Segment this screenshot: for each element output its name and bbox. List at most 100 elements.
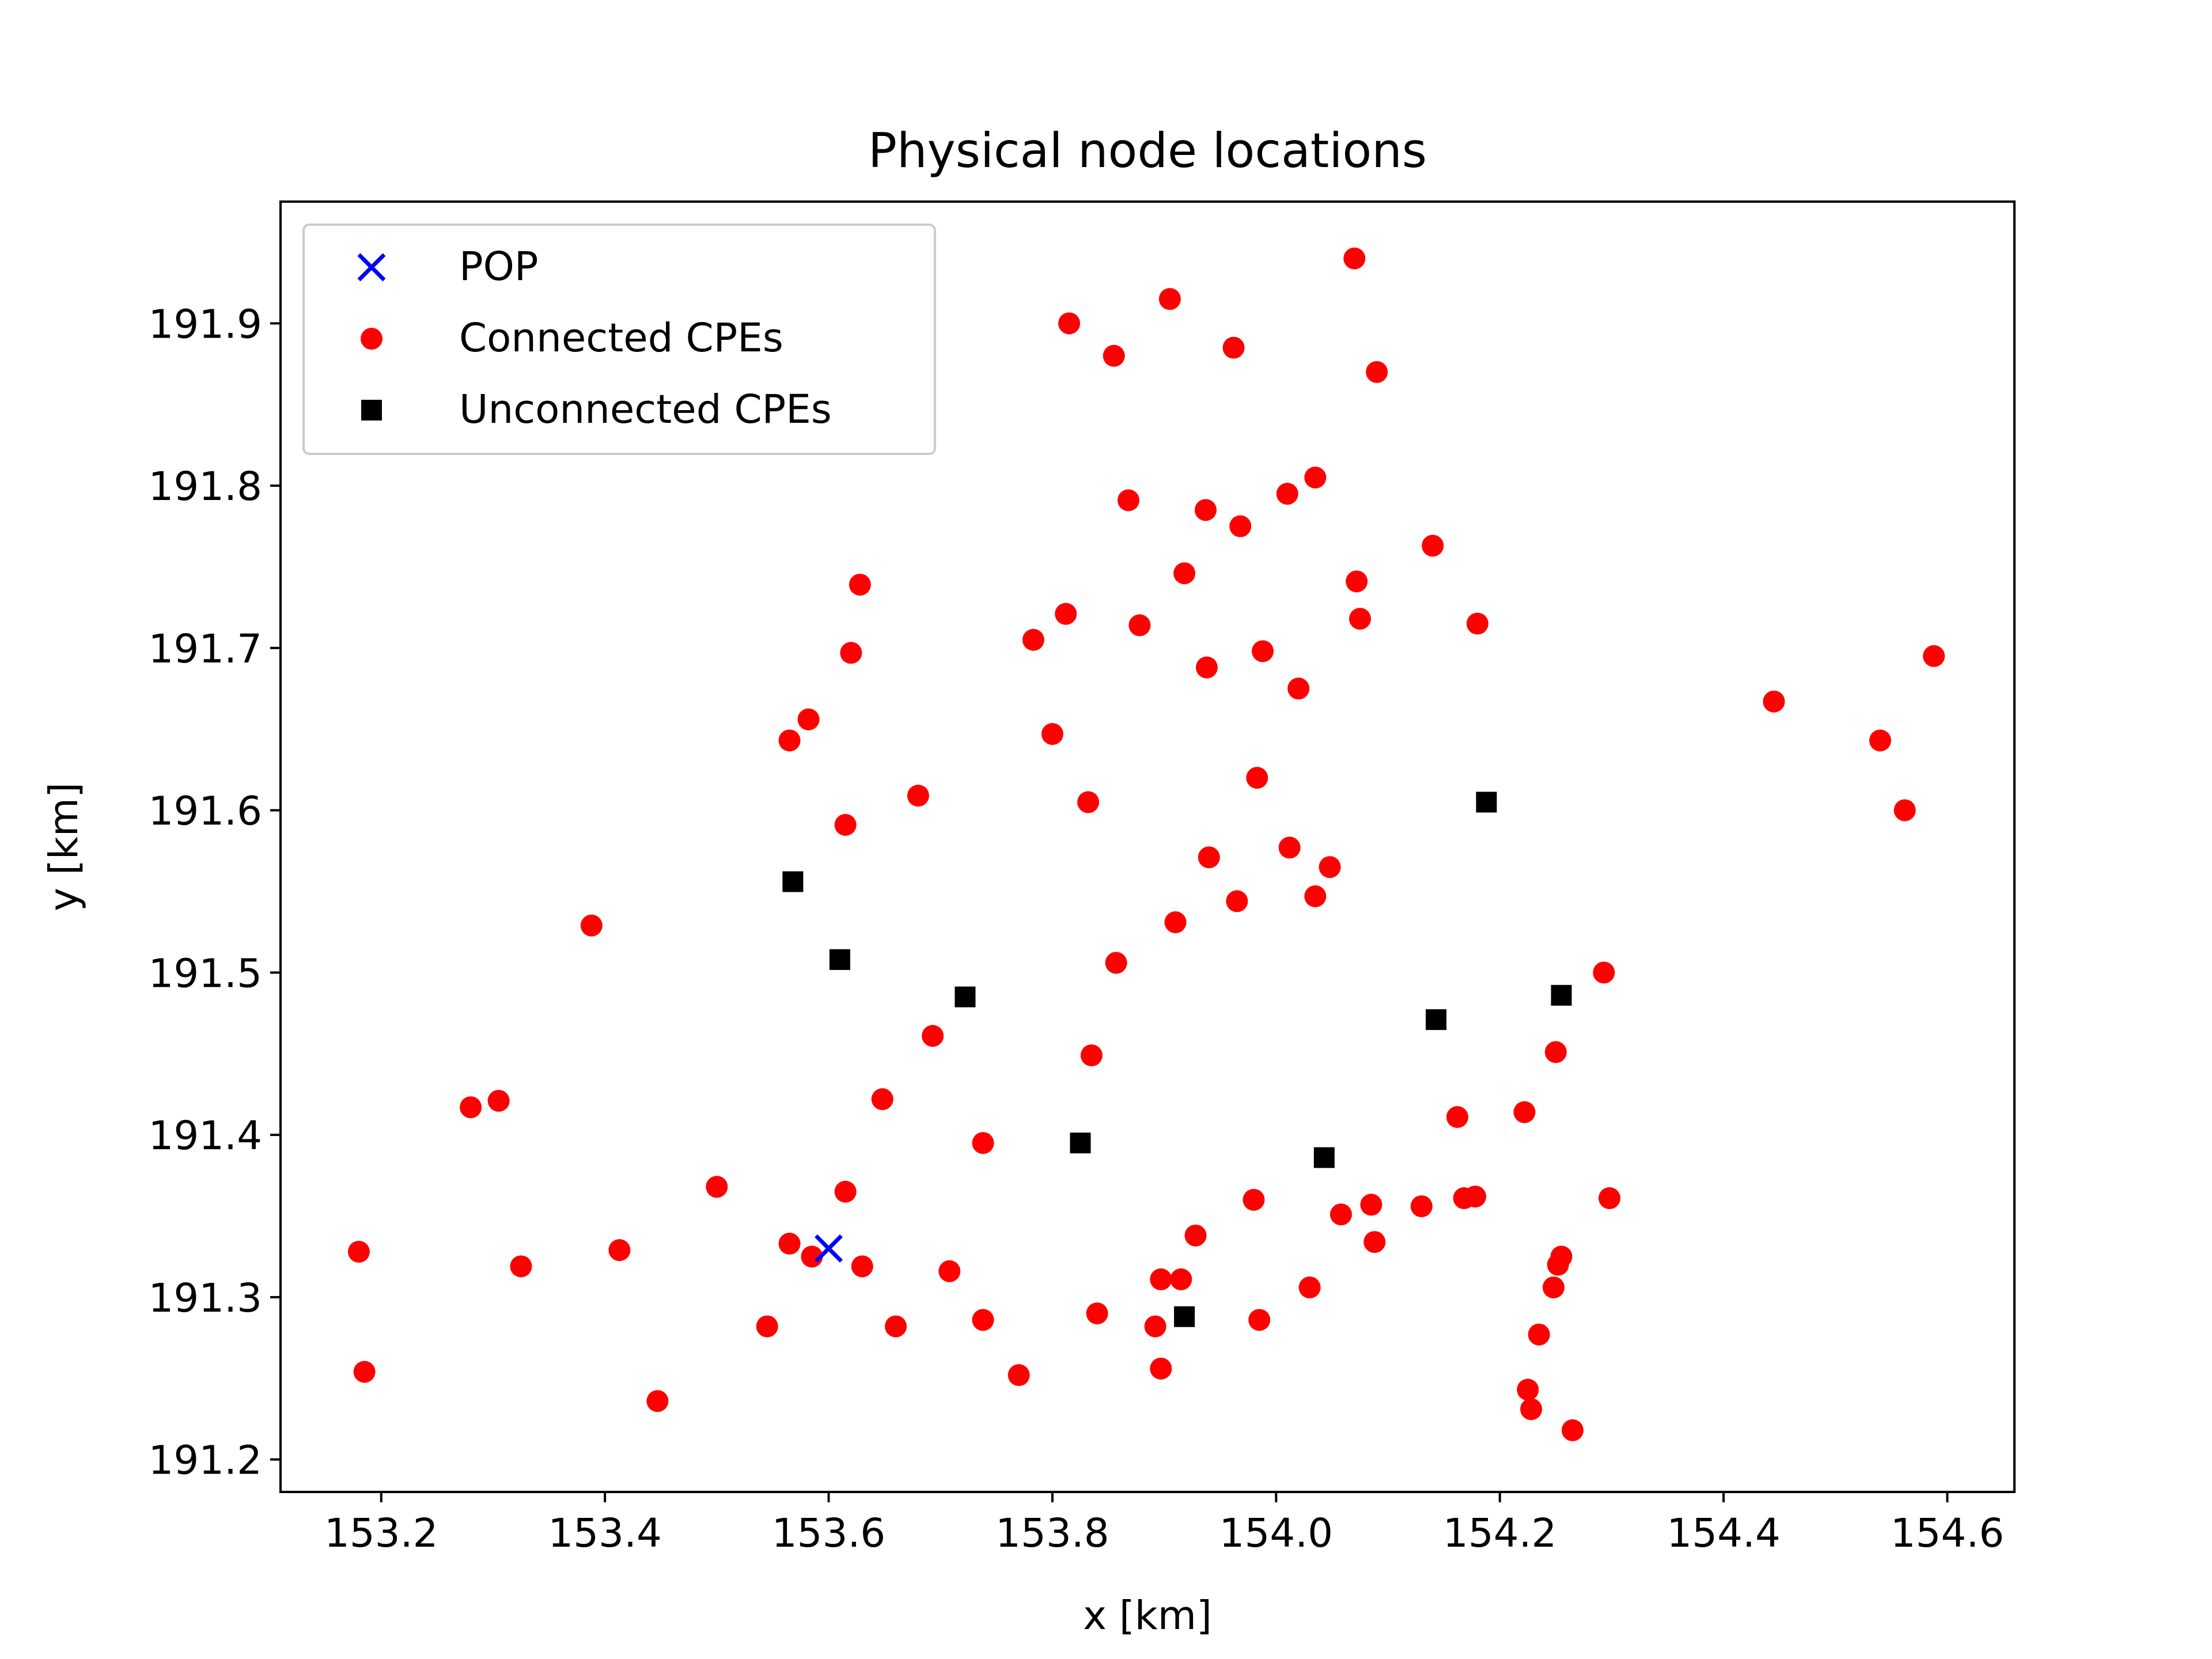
point-1-86 xyxy=(1599,1187,1621,1210)
y-tick-label-5: 191.7 xyxy=(148,626,262,672)
point-1-47 xyxy=(1195,656,1218,679)
point-1-3 xyxy=(487,1089,510,1112)
series-2 xyxy=(782,791,1572,1327)
x-tick-label-5: 154.2 xyxy=(1443,1510,1557,1556)
legend-entry-unconnected: Unconnected CPEs xyxy=(361,387,832,433)
point-1-26 xyxy=(1007,1364,1030,1387)
legend-label-pop: POP xyxy=(459,244,539,290)
legend-marker-shape-0 xyxy=(357,253,386,282)
point-1-4 xyxy=(510,1255,532,1278)
point-2-3 xyxy=(1070,1132,1091,1154)
point-1-27 xyxy=(1022,628,1044,651)
x-tick-label-1: 153.4 xyxy=(548,1510,662,1556)
series-0 xyxy=(815,1234,843,1263)
y-tick-label-7: 191.9 xyxy=(148,301,262,347)
point-1-67 xyxy=(1360,1194,1382,1216)
point-1-31 xyxy=(1077,791,1100,813)
point-1-28 xyxy=(1041,723,1063,745)
point-1-19 xyxy=(871,1088,893,1111)
point-1-1 xyxy=(353,1361,376,1383)
point-1-55 xyxy=(1252,640,1274,662)
point-1-52 xyxy=(1243,1188,1265,1211)
point-1-71 xyxy=(1422,535,1444,557)
point-1-70 xyxy=(1410,1195,1433,1218)
point-1-15 xyxy=(834,1180,857,1203)
point-1-58 xyxy=(1287,677,1310,700)
legend: POP Connected CPEs Unconnected CPEs xyxy=(302,224,936,455)
point-1-78 xyxy=(1520,1398,1543,1421)
series-1 xyxy=(347,247,1945,1441)
point-1-45 xyxy=(1184,1224,1207,1247)
point-1-6 xyxy=(608,1239,631,1262)
legend-marker-shape-0-stroke-b xyxy=(357,253,386,282)
point-1-60 xyxy=(1304,466,1327,488)
point-1-89 xyxy=(1893,799,1916,821)
point-1-75 xyxy=(1466,612,1488,635)
point-1-62 xyxy=(1319,856,1341,878)
point-1-76 xyxy=(1513,1101,1536,1123)
point-1-84 xyxy=(1561,1419,1584,1441)
point-2-2 xyxy=(955,986,976,1007)
point-1-79 xyxy=(1528,1323,1550,1346)
point-1-25 xyxy=(972,1309,994,1331)
x-axis: 153.2 153.4 153.6 153.8 154.0 154.2 154.4 154.6 xyxy=(324,1492,2004,1556)
point-1-16 xyxy=(840,642,862,664)
point-1-49 xyxy=(1222,336,1245,359)
point-1-38 xyxy=(1144,1315,1166,1338)
point-1-10 xyxy=(778,729,801,752)
point-2-4 xyxy=(1174,1306,1195,1327)
point-1-46 xyxy=(1194,499,1217,521)
point-1-48 xyxy=(1198,846,1220,869)
legend-marker-connected xyxy=(361,328,382,350)
y-tick-label-2: 191.4 xyxy=(148,1113,262,1159)
legend-label-unconnected: Unconnected CPEs xyxy=(459,387,832,433)
point-1-11 xyxy=(778,1232,801,1255)
point-1-34 xyxy=(1103,344,1125,367)
legend-box xyxy=(302,224,936,455)
point-1-35 xyxy=(1105,952,1127,974)
point-2-7 xyxy=(1476,791,1497,813)
point-1-44 xyxy=(1173,562,1196,585)
point-1-8 xyxy=(706,1176,728,1198)
x-tick-label-3: 153.8 xyxy=(995,1510,1109,1556)
point-1-23 xyxy=(938,1260,961,1282)
point-2-1 xyxy=(829,949,850,970)
plot-frame xyxy=(279,200,2016,1493)
point-1-56 xyxy=(1276,483,1298,505)
point-1-87 xyxy=(1763,690,1785,713)
point-0-0 xyxy=(815,1234,843,1263)
y-axis: 191.2 191.3 191.4 191.5 191.6 191.7 191.8 191.9 xyxy=(148,301,281,1484)
point-1-20 xyxy=(885,1315,907,1338)
point-1-2 xyxy=(460,1096,482,1119)
point-1-9 xyxy=(756,1315,778,1338)
point-1-36 xyxy=(1117,489,1139,512)
point-1-74 xyxy=(1464,1185,1486,1208)
x-tick-label-7: 154.6 xyxy=(1891,1510,2005,1556)
point-1-12 xyxy=(797,708,820,730)
legend-marker-shape-2 xyxy=(361,400,382,421)
point-1-72 xyxy=(1446,1106,1468,1128)
point-2-5 xyxy=(1313,1147,1335,1168)
point-1-42 xyxy=(1164,911,1187,934)
point-1-37 xyxy=(1128,614,1151,637)
x-axis-label: x [km] xyxy=(1083,1593,1212,1639)
y-tick-label-3: 191.5 xyxy=(148,950,262,997)
point-1-68 xyxy=(1363,1231,1386,1253)
point-1-69 xyxy=(1366,361,1388,383)
y-tick-label-6: 191.8 xyxy=(148,464,262,510)
point-1-14 xyxy=(834,813,857,836)
point-1-41 xyxy=(1158,288,1181,310)
legend-marker-shape-1 xyxy=(361,328,382,350)
point-1-18 xyxy=(851,1255,873,1278)
y-tick-label-1: 191.3 xyxy=(148,1275,262,1321)
legend-entry-connected: Connected CPEs xyxy=(361,315,783,361)
point-1-88 xyxy=(1869,729,1891,752)
point-1-53 xyxy=(1246,767,1268,789)
point-1-30 xyxy=(1058,312,1081,335)
point-1-51 xyxy=(1229,515,1252,537)
point-1-61 xyxy=(1304,885,1327,907)
point-1-63 xyxy=(1330,1203,1352,1226)
point-2-8 xyxy=(1551,984,1572,1006)
y-tick-label-4: 191.6 xyxy=(148,789,262,835)
